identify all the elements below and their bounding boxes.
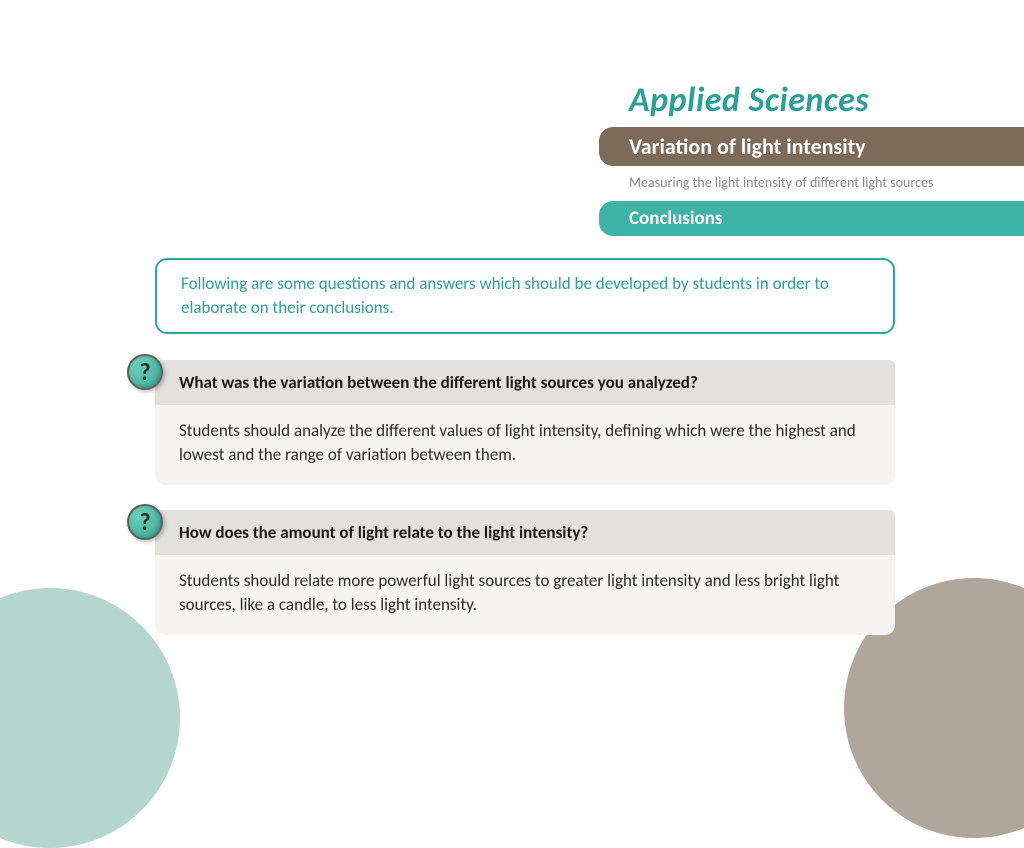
decorative-circle-left <box>0 588 180 848</box>
qa-block-1: ? What was the variation between the dif… <box>155 360 895 485</box>
section-bar: Conclusions <box>599 201 1024 236</box>
topic-bar: Variation of light intensity <box>599 127 1024 166</box>
brand-title: Applied Sciences <box>629 80 1024 121</box>
subtopic-text: Measuring the light intensity of differe… <box>599 166 1024 201</box>
intro-box: Following are some questions and answers… <box>155 258 895 334</box>
answer-text: Students should analyze the different va… <box>155 405 895 485</box>
question-heading: What was the variation between the diffe… <box>155 360 895 405</box>
question-heading: How does the amount of light relate to t… <box>155 510 895 555</box>
qa-block-2: ? How does the amount of light relate to… <box>155 510 895 635</box>
header-block: Applied Sciences Variation of light inte… <box>599 80 1024 236</box>
answer-text: Students should relate more powerful lig… <box>155 555 895 635</box>
question-mark-icon: ? <box>127 504 163 540</box>
question-mark-icon: ? <box>127 354 163 390</box>
